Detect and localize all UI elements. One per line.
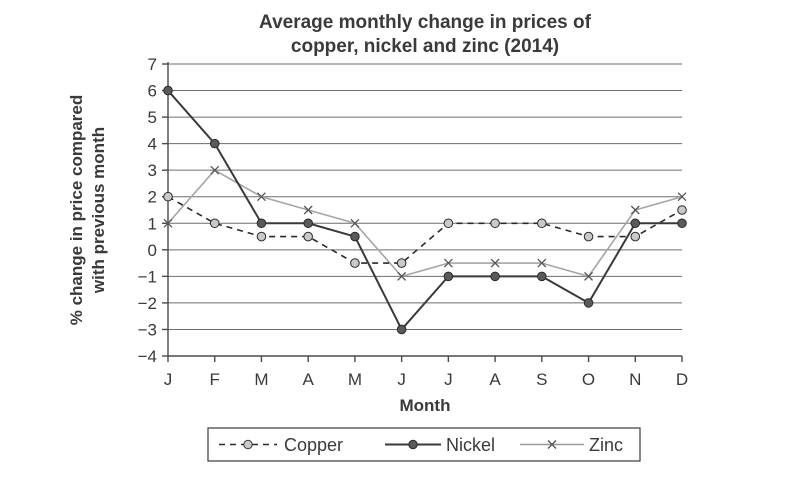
nickel-point xyxy=(490,271,500,282)
x-tick-label: A xyxy=(489,370,501,389)
copper-point xyxy=(163,191,173,202)
y-tick-label: −3 xyxy=(138,320,157,339)
copper-point xyxy=(350,258,360,268)
nickel-point xyxy=(537,271,547,282)
zinc-point xyxy=(303,205,313,215)
zinc-point xyxy=(163,218,173,228)
zinc-line xyxy=(167,169,683,278)
zinc-point xyxy=(537,258,547,268)
legend-item-copper: Copper xyxy=(219,435,343,455)
x-axis-title: Month xyxy=(400,396,451,415)
chart-title-line-1: Average monthly change in prices of xyxy=(259,12,592,33)
nickel-point xyxy=(163,85,173,96)
legend-item-zinc: Zinc xyxy=(520,435,623,455)
copper-point xyxy=(677,205,687,215)
copper-point xyxy=(537,218,547,229)
y-tick-label: 3 xyxy=(148,161,157,180)
legend-copper-label: Copper xyxy=(284,435,343,455)
zinc-point xyxy=(677,192,687,202)
x-tick-label: J xyxy=(444,370,453,389)
copper-point xyxy=(583,231,594,242)
nickel-point xyxy=(303,218,313,229)
copper-point xyxy=(256,231,267,242)
y-tick-label: 4 xyxy=(148,135,157,154)
copper-point xyxy=(209,218,220,229)
nickel-point xyxy=(630,218,641,229)
nickel-point xyxy=(677,218,687,229)
y-axis-title-line-1: % change in price compared xyxy=(67,95,86,326)
zinc-point xyxy=(490,258,500,268)
copper-line xyxy=(167,196,683,264)
y-tick-label: 1 xyxy=(148,214,157,233)
axes xyxy=(162,62,683,362)
x-tick-label: M xyxy=(348,370,362,389)
chart-title-line-2: copper, nickel and zinc (2014) xyxy=(291,36,559,57)
copper-point xyxy=(490,218,500,229)
x-tick-label: D xyxy=(676,370,688,389)
x-tick-label: J xyxy=(397,370,406,389)
nickel-line xyxy=(167,89,682,331)
zinc-point xyxy=(397,271,407,281)
y-tick-label: 2 xyxy=(148,188,157,207)
x-tick-label: A xyxy=(303,370,315,389)
y-tick-label: −1 xyxy=(138,267,157,286)
y-tick-label: −4 xyxy=(138,347,157,366)
legend-copper-marker xyxy=(243,439,253,450)
nickel-point xyxy=(256,218,267,229)
legend-zinc-marker xyxy=(547,440,557,449)
legend: Copper Nickel Zinc xyxy=(207,427,641,462)
zinc-point xyxy=(443,258,453,268)
nickel-point xyxy=(583,298,594,308)
copper-point xyxy=(396,258,407,268)
zinc-point xyxy=(256,192,266,202)
copper-point xyxy=(630,231,641,242)
y-tick-label: 5 xyxy=(148,108,157,127)
x-tick-label: M xyxy=(254,370,268,389)
zinc-point xyxy=(350,218,360,228)
nickel-point xyxy=(396,324,407,335)
y-tick-label: 7 xyxy=(148,55,157,74)
zinc-point xyxy=(584,271,594,281)
gridlines xyxy=(168,63,682,330)
copper-point xyxy=(303,231,313,242)
legend-item-nickel: Nickel xyxy=(385,435,495,455)
series-lines xyxy=(163,85,687,335)
x-tick-label: O xyxy=(582,370,595,389)
x-tick-label: N xyxy=(629,370,641,389)
nickel-point xyxy=(350,231,360,242)
zinc-point xyxy=(210,165,220,175)
y-tick-label: 0 xyxy=(148,241,157,260)
nickel-point xyxy=(209,138,220,149)
y-tick-label: 6 xyxy=(148,82,157,101)
x-tick-label: S xyxy=(536,370,547,389)
series-zinc xyxy=(163,165,687,281)
legend-nickel-label: Nickel xyxy=(446,435,495,455)
nickel-point xyxy=(443,271,454,282)
legend-nickel-marker xyxy=(408,439,418,450)
series-copper xyxy=(163,191,687,268)
y-axis-title-line-2: with previous month xyxy=(89,127,108,294)
y-tick-labels: 7 6 5 4 3 2 1 0 −1 −2 −3 −4 xyxy=(138,55,157,366)
legend-zinc-label: Zinc xyxy=(589,435,623,455)
x-tick-label: F xyxy=(210,370,220,389)
series-nickel xyxy=(163,85,687,335)
x-tick-label: J xyxy=(164,370,173,389)
y-tick-label: −2 xyxy=(138,294,157,313)
zinc-point xyxy=(630,205,640,215)
copper-point xyxy=(443,218,454,229)
